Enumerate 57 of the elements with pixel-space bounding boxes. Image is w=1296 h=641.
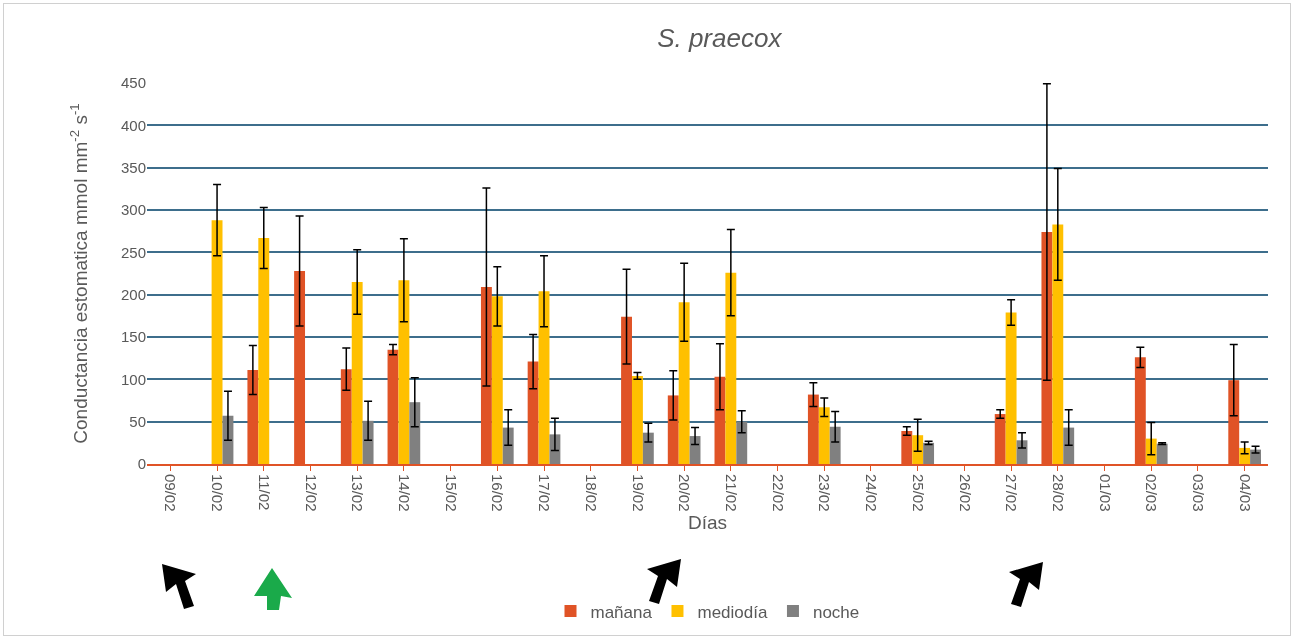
bar: [398, 280, 410, 464]
bar: [211, 220, 223, 464]
x-tick-label: 12/02: [302, 474, 320, 512]
bar: [1156, 443, 1168, 464]
y-tick-label: 350: [120, 158, 146, 176]
x-tick-label: 02/03: [1143, 474, 1161, 512]
x-tick-label: 11/02: [255, 474, 273, 511]
x-tick-label: 26/02: [956, 474, 974, 512]
legend-label: mañana: [590, 602, 653, 622]
y-tick-label: 400: [120, 116, 146, 134]
bar: [1052, 224, 1064, 464]
x-tick-label: 25/02: [909, 474, 927, 512]
x-tick-label: 24/02: [863, 474, 881, 512]
x-tick-label: 20/02: [676, 474, 694, 512]
x-tick-label: 19/02: [629, 474, 647, 512]
bar: [631, 375, 643, 464]
x-tick-label: 27/02: [1003, 474, 1021, 512]
legend-label: noche: [812, 602, 860, 622]
bar: [362, 420, 374, 464]
y-tick-label: 250: [120, 243, 146, 261]
bar: [736, 421, 748, 464]
bar: [258, 237, 270, 464]
x-tick-label: 16/02: [489, 474, 507, 512]
chart-title: S. praecox: [657, 23, 783, 54]
x-tick-label: 04/03: [1236, 474, 1254, 512]
y-tick-label: 100: [120, 370, 146, 388]
x-tick-label: 14/02: [396, 474, 414, 512]
y-tick-label: 200: [120, 285, 146, 303]
x-tick-label: 28/02: [1049, 474, 1067, 512]
bar: [642, 432, 654, 464]
x-tick-label: 13/02: [349, 474, 367, 512]
y-tick-label: 150: [120, 328, 146, 346]
x-axis-title: Días: [687, 511, 728, 533]
bar: [1005, 312, 1017, 464]
x-tick-label: 22/02: [769, 474, 787, 512]
bar: [491, 296, 503, 464]
x-tick-label: 10/02: [209, 474, 227, 512]
x-tick-label: 01/03: [1096, 474, 1114, 512]
bar: [351, 281, 363, 464]
bar: [1063, 427, 1075, 464]
x-tick-label: 15/02: [442, 474, 460, 512]
x-tick-label: 23/02: [816, 474, 834, 512]
y-tick-label: 0: [137, 455, 146, 473]
y-tick-label: 450: [120, 74, 146, 92]
y-tick-label: 50: [129, 412, 146, 430]
x-tick-label: 09/02: [162, 474, 180, 512]
bar: [818, 407, 830, 464]
legend-label: mediodía: [697, 602, 768, 622]
bar: [923, 442, 935, 464]
x-tick-label: 21/02: [722, 474, 740, 512]
bar: [725, 272, 737, 464]
bar: [678, 302, 690, 464]
x-tick-label: 18/02: [582, 474, 600, 512]
y-tick-label: 300: [120, 201, 146, 219]
x-tick-label: 17/02: [536, 474, 554, 512]
x-tick-label: 03/03: [1190, 474, 1208, 512]
bar: [912, 435, 924, 464]
